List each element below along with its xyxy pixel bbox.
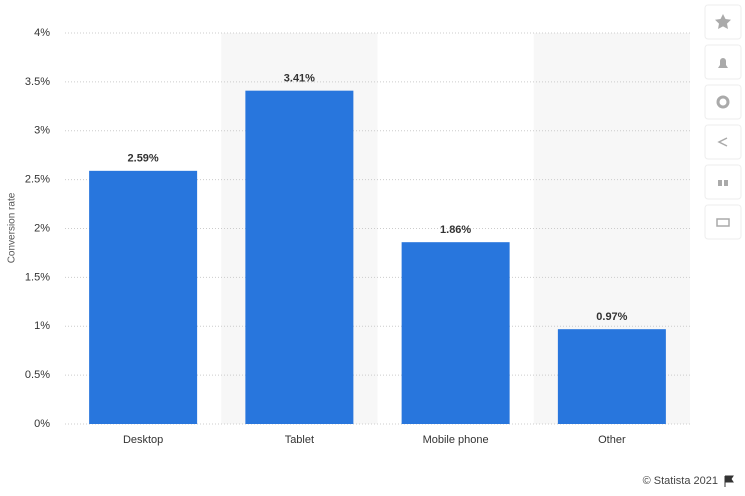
- y-tick-label: 1%: [34, 320, 50, 332]
- value-label: 3.41%: [284, 73, 315, 85]
- print-icon: [716, 218, 730, 227]
- flag-icon: [724, 475, 734, 487]
- quote-icon: [718, 180, 728, 186]
- y-tick-label: 3%: [34, 125, 50, 137]
- bar: [245, 90, 354, 425]
- y-tick-label: 3.5%: [25, 76, 50, 88]
- y-tick-label: 2%: [34, 222, 50, 234]
- value-label: 2.59%: [128, 153, 159, 165]
- bar: [557, 329, 666, 424]
- gear-icon: [716, 95, 730, 109]
- y-tick-label: 0%: [34, 418, 50, 430]
- y-tick-label: 2.5%: [25, 174, 50, 186]
- x-tick-label: Other: [598, 434, 626, 446]
- star-icon: [715, 14, 731, 29]
- y-tick-label: 1.5%: [25, 271, 50, 283]
- x-tick-label: Mobile phone: [423, 434, 489, 446]
- x-tick-label: Tablet: [285, 434, 314, 446]
- value-label: 1.86%: [440, 224, 471, 236]
- settings-button[interactable]: [704, 84, 742, 120]
- y-tick-label: 0.5%: [25, 369, 50, 381]
- y-tick-label: 4%: [34, 27, 50, 39]
- print-button[interactable]: [704, 204, 742, 240]
- share-button[interactable]: [704, 124, 742, 160]
- y-axis-label: Conversion rate: [7, 192, 18, 263]
- bell-icon: [718, 58, 728, 68]
- credit: © Statista 2021: [643, 475, 718, 487]
- bar: [401, 242, 510, 424]
- share-icon: [717, 137, 728, 147]
- value-label: 0.97%: [596, 311, 627, 323]
- toolbar: [704, 4, 742, 240]
- cite-button[interactable]: [704, 164, 742, 200]
- x-tick-label: Desktop: [123, 434, 163, 446]
- bar: [89, 170, 198, 424]
